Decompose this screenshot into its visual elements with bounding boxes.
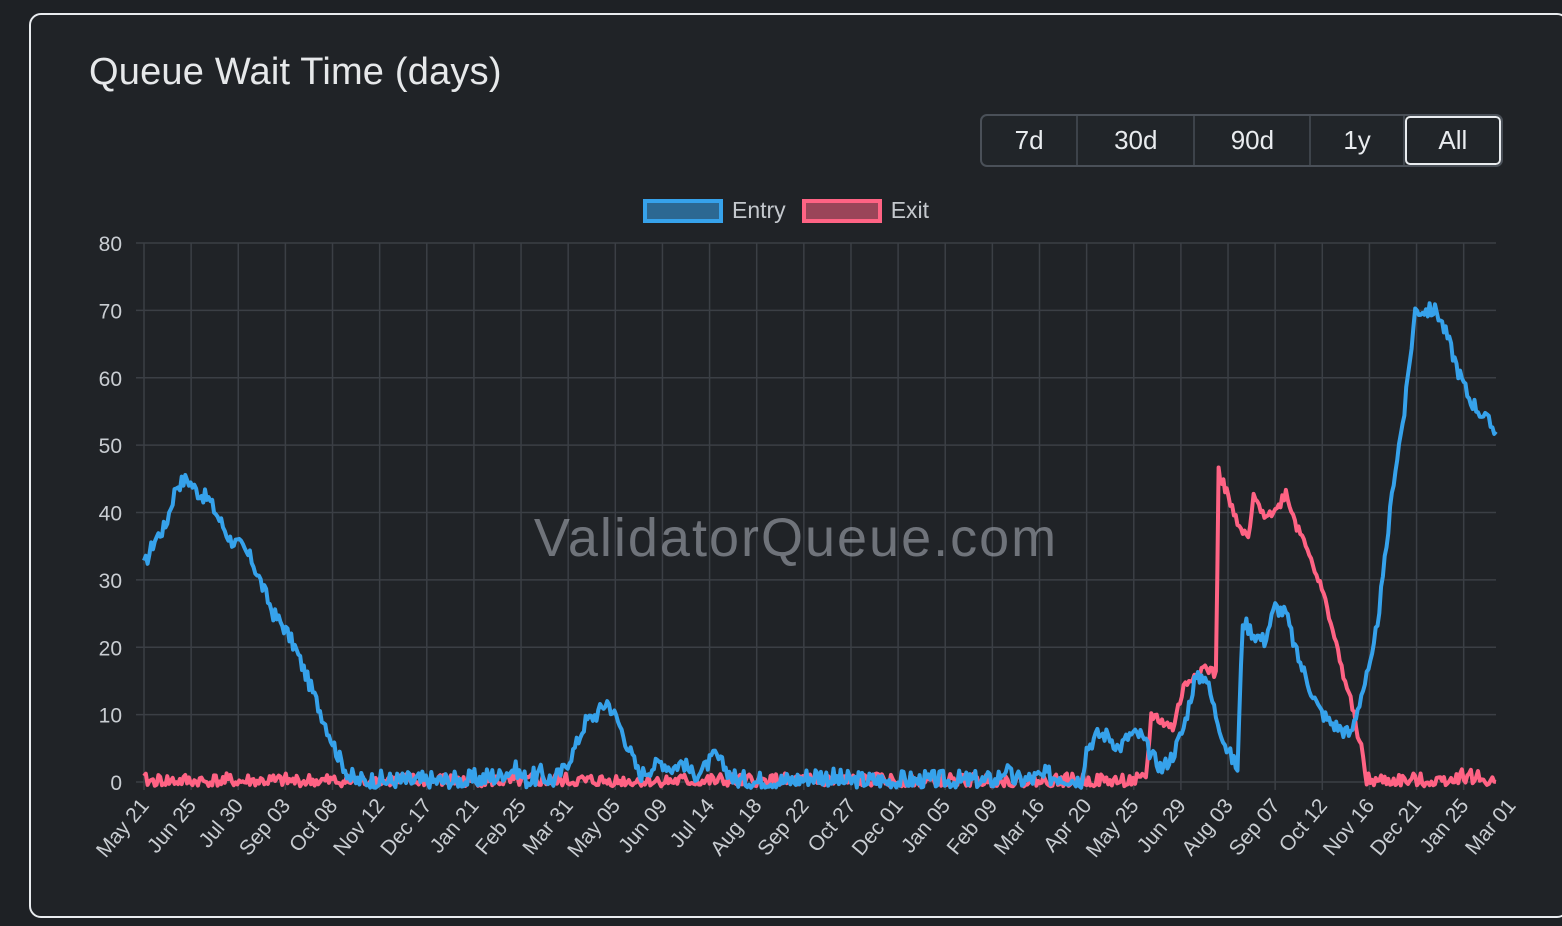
x-tick-label: Jun 09 <box>614 794 672 857</box>
chart-legend: Entry Exit <box>643 197 929 224</box>
time-range-selector: 7d 30d 90d 1y All <box>980 114 1503 167</box>
x-tick-label: Mar 16 <box>990 794 1050 859</box>
y-tick-label: 10 <box>99 705 122 728</box>
y-tick-label: 60 <box>99 368 122 391</box>
x-tick-label: Mar 01 <box>1461 794 1521 859</box>
legend-swatch-entry <box>643 198 723 223</box>
x-tick-label: Nov 12 <box>329 794 389 860</box>
range-button-30d[interactable]: 30d <box>1078 116 1196 165</box>
y-tick-label: 70 <box>99 300 122 323</box>
series-line-entry[interactable] <box>142 301 1498 790</box>
x-tick-label: Jun 25 <box>143 794 201 857</box>
y-tick-label: 80 <box>99 233 122 256</box>
x-tick-label: Aug 18 <box>706 794 766 860</box>
legend-item-exit[interactable]: Exit <box>801 197 930 224</box>
x-tick-label: May 05 <box>563 794 625 862</box>
range-button-90d[interactable]: 90d <box>1195 116 1312 165</box>
x-tick-label: Feb 09 <box>943 794 1003 859</box>
series-line-exit[interactable] <box>142 465 1497 789</box>
legend-swatch-exit <box>801 198 882 223</box>
x-tick-label: Dec 21 <box>1366 794 1426 860</box>
y-tick-label: 20 <box>99 637 122 660</box>
x-tick-label: Nov 16 <box>1319 794 1379 860</box>
x-tick-label: May 21 <box>92 794 154 862</box>
y-tick-label: 40 <box>99 503 122 526</box>
x-tick-label: Feb 25 <box>471 794 531 859</box>
y-tick-label: 30 <box>99 570 122 593</box>
chart-title: Queue Wait Time (days) <box>89 51 502 93</box>
y-tick-label: 50 <box>99 435 122 458</box>
legend-label-entry: Entry <box>732 197 786 223</box>
x-tick-label: May 25 <box>1082 794 1144 862</box>
x-tick-label: Sep 03 <box>235 794 295 860</box>
range-button-7d[interactable]: 7d <box>982 116 1079 165</box>
x-tick-label: Aug 03 <box>1177 794 1237 860</box>
chart-card: Queue Wait Time (days) 7d 30d 90d 1y All… <box>29 13 1562 918</box>
x-tick-label: Sep 07 <box>1225 794 1285 860</box>
range-button-1y[interactable]: 1y <box>1311 116 1405 165</box>
legend-item-entry[interactable]: Entry <box>643 197 786 224</box>
x-tick-label: Dec 17 <box>376 794 436 860</box>
legend-label-exit: Exit <box>890 197 930 223</box>
x-tick-label: Sep 22 <box>753 794 813 860</box>
range-button-all[interactable]: All <box>1404 116 1501 165</box>
x-tick-label: Dec 01 <box>848 794 908 860</box>
y-tick-label: 0 <box>110 772 122 795</box>
